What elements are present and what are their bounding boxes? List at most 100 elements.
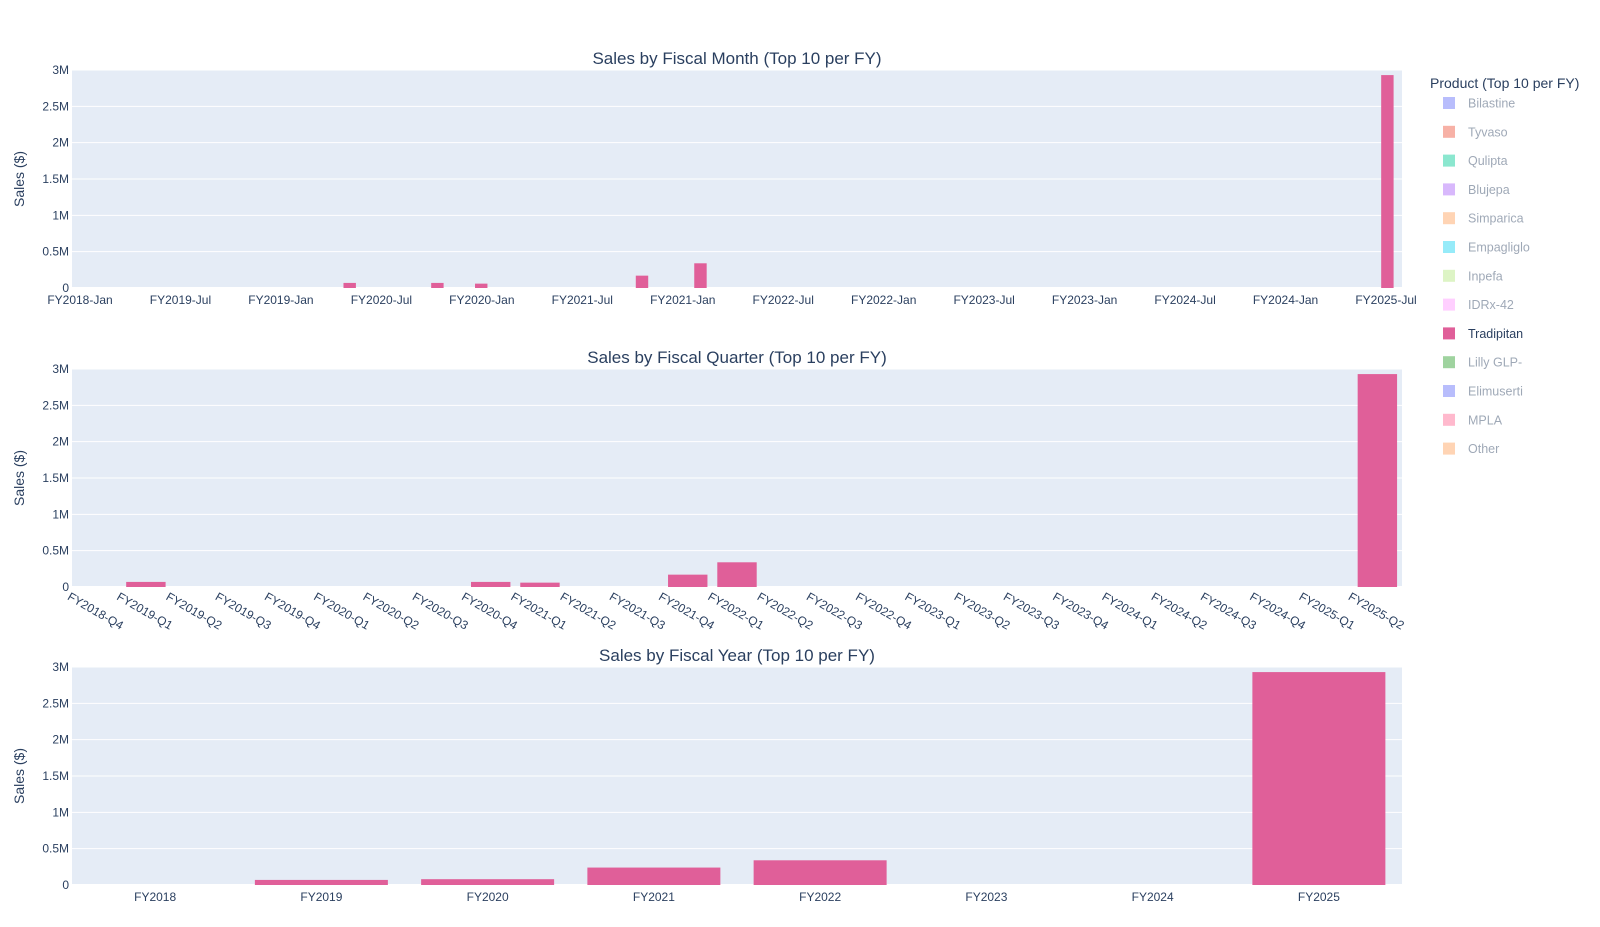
year-bar[interactable] xyxy=(254,879,388,885)
legend-label: Blujepa xyxy=(1468,183,1510,197)
legend-item-inpefa[interactable]: Inpefa xyxy=(1443,269,1503,283)
month-bar[interactable] xyxy=(431,282,444,288)
quarter-y-tick-label: 3M xyxy=(52,362,69,376)
legend-item-idrx-42[interactable]: IDRx-42 xyxy=(1443,298,1514,312)
legend-label: Tyvaso xyxy=(1468,125,1508,139)
month-x-tick-label: FY2023-Jul xyxy=(953,293,1014,307)
year-x-tick-label: FY2020 xyxy=(467,890,509,904)
quarter-y-axis-label: Sales ($) xyxy=(11,450,27,506)
year-bar[interactable] xyxy=(753,860,887,885)
month-x-tick-label: FY2019-Jul xyxy=(150,293,211,307)
legend-label: Empagliglo xyxy=(1468,241,1530,255)
legend-item-bilastine[interactable]: Bilastine xyxy=(1443,97,1515,111)
legend-swatch xyxy=(1443,413,1455,426)
year-chart-title: Sales by Fiscal Year (Top 10 per FY) xyxy=(599,646,875,665)
legend-swatch xyxy=(1443,241,1455,253)
year-y-tick-label: 3M xyxy=(52,660,69,674)
month-panel: 0 0.5M 1M 1.5M 2M 2.5M 3M FY2018-Jan FY2019-Jul… xyxy=(11,49,1417,307)
month-x-tick-label: FY2024-Jan xyxy=(1253,293,1318,307)
quarter-x-tick-labels: FY2018-Q4FY2019-Q1FY2019-Q2FY2019-Q3FY20… xyxy=(65,589,1407,632)
month-y-tick-label: 2.5M xyxy=(42,99,69,113)
month-y-tick-label: 1M xyxy=(52,208,69,222)
legend-item-elimuserti[interactable]: Elimuserti xyxy=(1443,385,1523,399)
year-x-tick-label: FY2024 xyxy=(1132,890,1174,904)
year-y-axis-label: Sales ($) xyxy=(11,748,27,804)
month-chart-title: Sales by Fiscal Month (Top 10 per FY) xyxy=(592,49,881,68)
month-x-tick-label: FY2024-Jul xyxy=(1154,293,1215,307)
month-x-tick-label: FY2020-Jan xyxy=(449,293,514,307)
quarter-panel: 0 0.5M 1M 1.5M 2M 2.5M 3M FY2018-Q4FY2019-Q1FY… xyxy=(11,348,1407,633)
month-bar[interactable] xyxy=(475,283,488,288)
quarter-bar[interactable] xyxy=(520,582,560,587)
month-y-tick-labels: 0 0.5M 1M 1.5M 2M 2.5M 3M xyxy=(42,63,69,295)
quarter-y-tick-labels: 0 0.5M 1M 1.5M 2M 2.5M 3M xyxy=(42,362,69,594)
quarter-bar[interactable] xyxy=(668,574,708,587)
month-bar[interactable] xyxy=(343,282,356,288)
quarter-bar[interactable] xyxy=(1357,374,1398,587)
legend-label: MPLA xyxy=(1468,413,1503,427)
year-bar[interactable] xyxy=(1252,672,1386,885)
year-y-tick-label: 0 xyxy=(62,878,69,892)
year-x-tick-label: FY2025 xyxy=(1298,890,1340,904)
quarter-y-tick-label: 0 xyxy=(62,580,69,594)
legend-item-blujepa[interactable]: Blujepa xyxy=(1443,183,1510,197)
quarter-bar[interactable] xyxy=(471,581,511,587)
year-x-tick-label: FY2021 xyxy=(633,890,675,904)
month-x-tick-label: FY2021-Jan xyxy=(650,293,715,307)
year-x-tick-label: FY2019 xyxy=(300,890,342,904)
legend-item-qulipta[interactable]: Qulipta xyxy=(1443,154,1508,168)
month-y-tick-label: 0 xyxy=(62,281,69,295)
legend-swatch xyxy=(1443,327,1455,340)
legend-label: Lilly GLP- xyxy=(1468,356,1522,370)
year-bar[interactable] xyxy=(421,879,555,885)
month-bar[interactable] xyxy=(1381,75,1394,288)
legend-item-mpla[interactable]: MPLA xyxy=(1443,413,1503,427)
quarter-y-tick-label: 2M xyxy=(52,435,69,449)
month-x-tick-label: FY2018-Jan xyxy=(47,293,112,307)
legend-swatch xyxy=(1443,442,1455,455)
month-y-axis-label: Sales ($) xyxy=(11,151,27,207)
year-bar[interactable] xyxy=(587,867,721,885)
legend: Product (Top 10 per FY) Bilastine Tyvaso Q… xyxy=(1430,75,1579,456)
month-bar[interactable] xyxy=(635,275,649,288)
month-x-tick-label: FY2019-Jan xyxy=(248,293,313,307)
legend-swatch xyxy=(1443,97,1455,109)
year-x-tick-labels: FY2018 FY2019 FY2020 FY2021 FY2022 FY2023 FY20… xyxy=(134,890,1340,904)
legend-item-empagliglo[interactable]: Empagliglo xyxy=(1443,241,1530,255)
month-x-tick-labels: FY2018-Jan FY2019-Jul FY2019-Jan FY2020-Jul… xyxy=(47,293,1416,307)
month-y-tick-label: 1.5M xyxy=(42,172,69,186)
legend-swatch xyxy=(1443,183,1455,196)
legend-swatch xyxy=(1443,154,1455,167)
quarter-y-tick-label: 0.5M xyxy=(42,544,69,558)
legend-swatch xyxy=(1443,356,1455,369)
month-y-tick-label: 0.5M xyxy=(42,245,69,259)
month-x-tick-label: FY2023-Jan xyxy=(1052,293,1117,307)
quarter-bar[interactable] xyxy=(717,562,757,587)
year-x-tick-label: FY2022 xyxy=(799,890,841,904)
legend-swatch xyxy=(1443,212,1455,225)
legend-label: Simparica xyxy=(1468,212,1524,226)
legend-item-simparica[interactable]: Simparica xyxy=(1443,212,1524,226)
year-x-tick-label: FY2023 xyxy=(965,890,1007,904)
legend-item-tyvaso[interactable]: Tyvaso xyxy=(1443,125,1508,139)
legend-title: Product (Top 10 per FY) xyxy=(1430,75,1579,91)
quarter-y-tick-label: 1.5M xyxy=(42,471,69,485)
legend-label: Elimuserti xyxy=(1468,385,1523,399)
legend-item-lilly-glp[interactable]: Lilly GLP- xyxy=(1443,356,1522,370)
legend-label: Other xyxy=(1468,442,1499,456)
month-bar[interactable] xyxy=(694,263,707,288)
legend-swatch xyxy=(1443,298,1455,311)
legend-item-other[interactable]: Other xyxy=(1443,442,1499,456)
legend-item-tradipitan[interactable]: Tradipitan xyxy=(1443,327,1523,341)
legend-swatch xyxy=(1443,125,1455,138)
quarter-bars xyxy=(126,374,1398,587)
month-y-tick-label: 3M xyxy=(52,63,69,77)
legend-items: Bilastine Tyvaso Qulipta Blujepa Simparica Em… xyxy=(1443,97,1530,456)
quarter-y-tick-label: 2.5M xyxy=(42,398,69,412)
year-x-tick-label: FY2018 xyxy=(134,890,176,904)
year-y-tick-label: 0.5M xyxy=(42,842,69,856)
quarter-chart-title: Sales by Fiscal Quarter (Top 10 per FY) xyxy=(587,348,887,367)
quarter-bar[interactable] xyxy=(126,581,166,587)
legend-label: Qulipta xyxy=(1468,154,1508,168)
